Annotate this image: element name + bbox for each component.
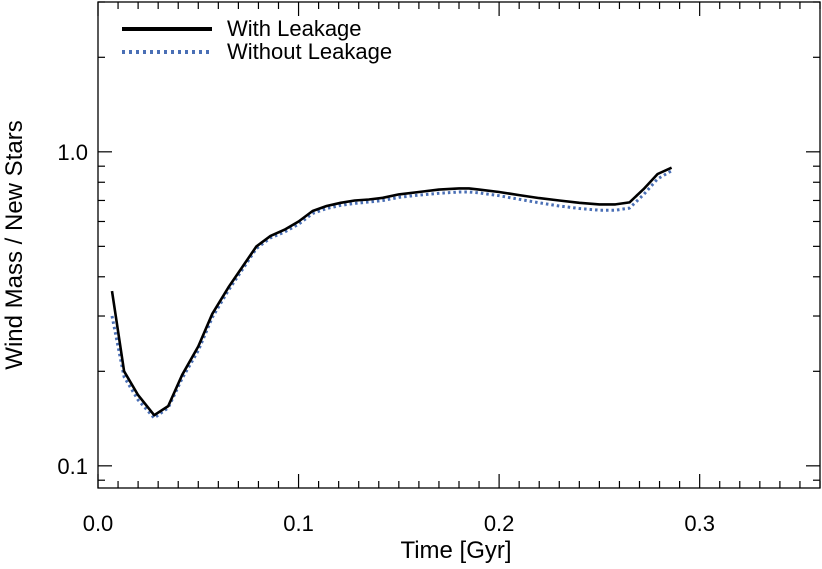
y-tick-label: 0.1 xyxy=(57,454,88,479)
series-line-with-leakage xyxy=(110,166,673,417)
x-tick-label: 0.2 xyxy=(484,511,515,536)
legend-label-without-leakage: Without Leakage xyxy=(227,39,392,64)
plot-frame xyxy=(97,1,821,489)
x-tick-label: 0.0 xyxy=(83,511,114,536)
legend: With Leakage Without Leakage xyxy=(122,16,392,64)
axis-ticks xyxy=(97,1,821,488)
y-tick-label: 1.0 xyxy=(57,140,88,165)
tick-labels: 0.0 0.1 0.2 0.3 0.1 1.0 xyxy=(57,140,715,536)
x-axis-label: Time [Gyr] xyxy=(400,537,511,564)
y-axis-label: Wind Mass / New Stars xyxy=(1,120,28,369)
x-tick-label: 0.3 xyxy=(684,511,715,536)
plot-lines xyxy=(110,166,673,420)
legend-label-with-leakage: With Leakage xyxy=(227,16,362,41)
series-line-without-leakage xyxy=(110,169,673,420)
x-tick-label: 0.1 xyxy=(283,511,314,536)
